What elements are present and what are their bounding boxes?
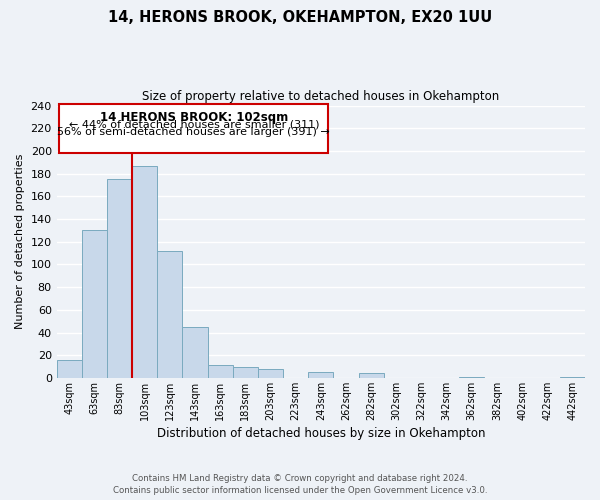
- Bar: [107, 180, 132, 378]
- Title: Size of property relative to detached houses in Okehampton: Size of property relative to detached ho…: [142, 90, 499, 103]
- Bar: [258, 369, 283, 378]
- Bar: [182, 327, 208, 378]
- FancyBboxPatch shape: [59, 104, 328, 153]
- Bar: [132, 166, 157, 378]
- Y-axis label: Number of detached properties: Number of detached properties: [15, 154, 25, 330]
- Bar: [233, 366, 258, 378]
- Text: 14, HERONS BROOK, OKEHAMPTON, EX20 1UU: 14, HERONS BROOK, OKEHAMPTON, EX20 1UU: [108, 10, 492, 25]
- Bar: [560, 377, 585, 378]
- Text: ← 44% of detached houses are smaller (311): ← 44% of detached houses are smaller (31…: [68, 119, 319, 129]
- X-axis label: Distribution of detached houses by size in Okehampton: Distribution of detached houses by size …: [157, 427, 485, 440]
- Bar: [82, 230, 107, 378]
- Bar: [459, 377, 484, 378]
- Bar: [56, 360, 82, 378]
- Bar: [359, 374, 384, 378]
- Text: 14 HERONS BROOK: 102sqm: 14 HERONS BROOK: 102sqm: [100, 111, 288, 124]
- Text: Contains HM Land Registry data © Crown copyright and database right 2024.
Contai: Contains HM Land Registry data © Crown c…: [113, 474, 487, 495]
- Bar: [208, 366, 233, 378]
- Text: 56% of semi-detached houses are larger (391) →: 56% of semi-detached houses are larger (…: [58, 127, 330, 137]
- Bar: [308, 372, 334, 378]
- Bar: [157, 251, 182, 378]
